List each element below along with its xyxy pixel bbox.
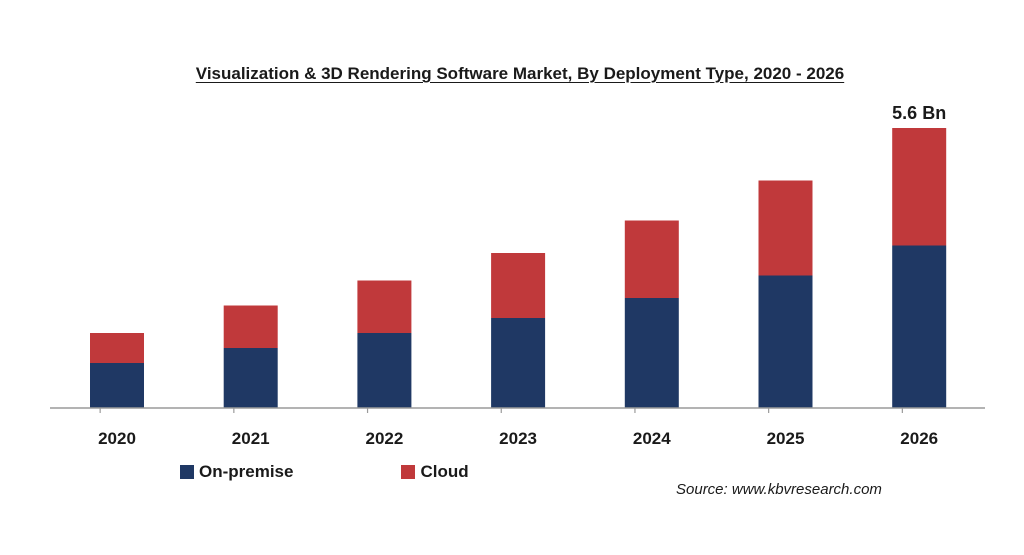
bars-layer (90, 128, 947, 408)
legend-swatch-cloud (401, 465, 416, 479)
legend-label-cloud: Cloud (420, 462, 469, 481)
data-label-2026: 5.6 Bn (892, 103, 946, 123)
bar-on-premise-2024 (624, 298, 679, 408)
bar-on-premise-2023 (491, 318, 546, 408)
x-tick-label-2020: 2020 (98, 429, 136, 448)
legend-item-cloud: Cloud (401, 462, 469, 482)
bar-cloud-2021 (223, 305, 278, 348)
x-tick-label-2025: 2025 (767, 429, 805, 448)
bar-on-premise-2025 (758, 275, 813, 408)
legend: On-premise Cloud (180, 462, 469, 482)
legend-item-on-premise: On-premise (180, 462, 293, 482)
bar-on-premise-2020 (90, 363, 144, 408)
x-tick-label-2024: 2024 (633, 429, 671, 448)
x-tick-label-2022: 2022 (365, 429, 403, 448)
chart-title: Visualization & 3D Rendering Software Ma… (8, 64, 1024, 84)
bar-cloud-2023 (491, 253, 546, 318)
x-axis-ticks (99, 408, 903, 413)
bar-cloud-2024 (624, 220, 679, 298)
bar-cloud-2022 (357, 280, 412, 333)
bar-on-premise-2021 (223, 348, 278, 408)
x-tick-label-2026: 2026 (900, 429, 938, 448)
bar-on-premise-2026 (892, 245, 947, 408)
chart-title-text: Visualization & 3D Rendering Software Ma… (195, 64, 845, 83)
legend-label-on-premise: On-premise (199, 462, 294, 481)
x-tick-label-2021: 2021 (232, 429, 270, 448)
labels-layer: 2020 2021 2022 2023 2024 2025 2026 5.6 Bn (98, 103, 946, 448)
source-note: Source: www.kbvresearch.com (676, 481, 882, 498)
bar-cloud-2026 (892, 128, 947, 246)
legend-swatch-on-premise (180, 465, 194, 479)
bar-cloud-2025 (758, 180, 813, 276)
bar-cloud-2020 (90, 333, 144, 363)
x-tick-label-2023: 2023 (499, 429, 537, 448)
bar-on-premise-2022 (357, 333, 412, 408)
